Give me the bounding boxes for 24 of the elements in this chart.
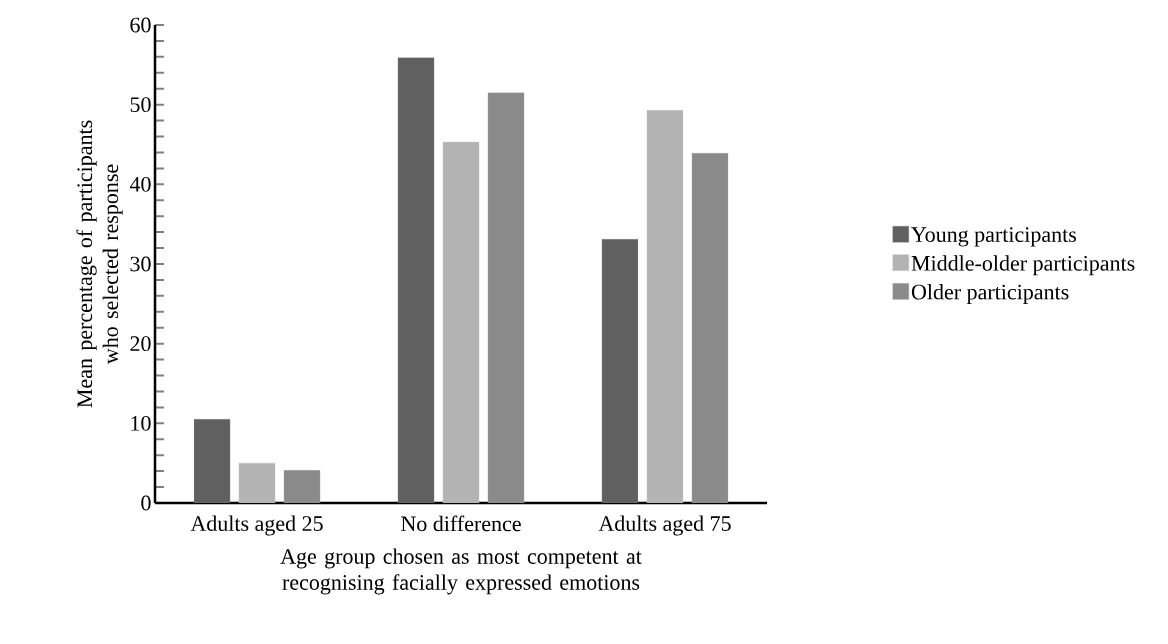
bar: [283, 470, 321, 503]
y-tick-label: 20: [130, 336, 151, 352]
x-tick-label: No difference: [401, 515, 521, 532]
bar: [193, 419, 231, 503]
y-tick-label: 30: [130, 256, 151, 272]
bar: [691, 153, 729, 503]
y-axis-title: Mean percentage of participants who selected response: [76, 120, 123, 408]
legend-label: Young participants: [911, 227, 1077, 247]
x-axis-title: Age group chosen as most competent at recognising facially expressed emotions: [280, 548, 642, 595]
y-tick-label: 0: [141, 495, 151, 511]
bar: [601, 239, 639, 503]
x-tick-label: Adults aged 75: [598, 515, 731, 536]
y-tick-label: 10: [131, 415, 151, 431]
bar: [397, 57, 435, 503]
bar: [442, 141, 480, 503]
bar: [238, 462, 276, 503]
bar: [487, 92, 525, 503]
legend-label: Older participants: [911, 284, 1069, 304]
legend-label: Middle-older participants: [911, 255, 1135, 276]
bar: [646, 110, 684, 503]
y-tick-label: 40: [129, 176, 151, 192]
x-tick-label: Adults aged 25: [190, 515, 323, 536]
y-tick-label: 60: [130, 17, 151, 33]
y-tick-label: 50: [130, 97, 151, 113]
